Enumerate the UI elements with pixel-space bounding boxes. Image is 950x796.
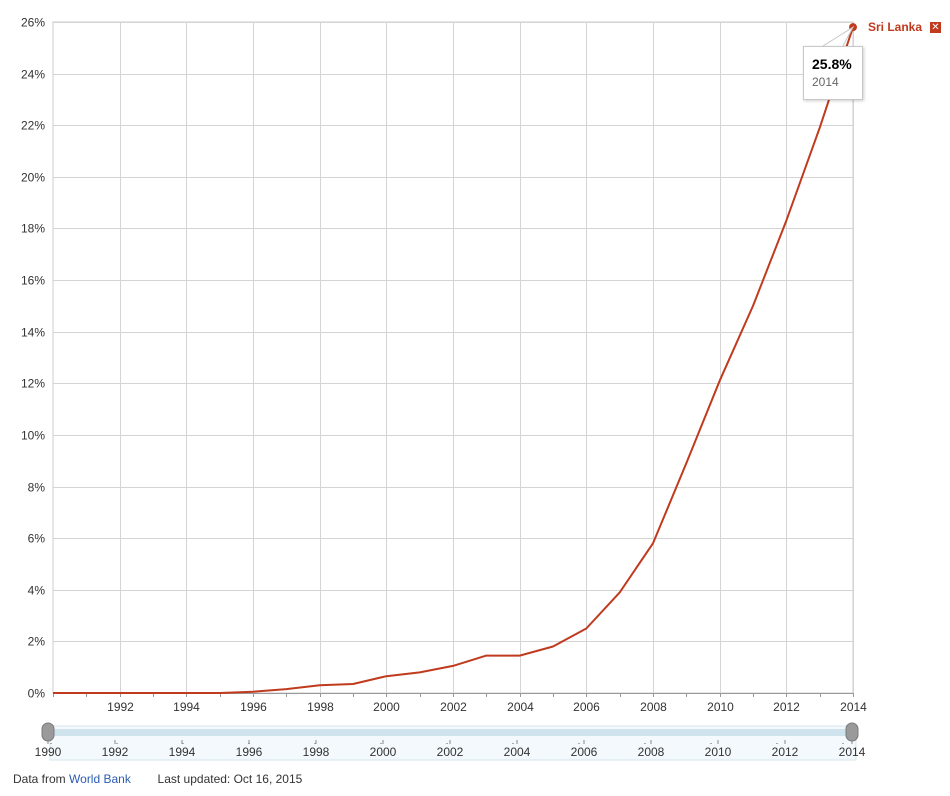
- y-tick-label: 22%: [21, 119, 45, 133]
- tooltip-year: 2014: [812, 75, 839, 89]
- x-axis: 1992 1994 1996 1998 2000 2002 2004 2006 2008 2010…: [53, 693, 867, 714]
- y-tick-label: 6%: [28, 532, 46, 546]
- x-tick-label: 2012: [773, 700, 800, 714]
- tooltip: 25.8% 2014: [803, 46, 863, 100]
- x-tick-label: 1992: [107, 700, 134, 714]
- world-bank-link[interactable]: World Bank: [69, 772, 131, 786]
- y-tick-label: 2%: [28, 635, 46, 649]
- x-tick-label: 2014: [840, 700, 867, 714]
- slider-label: 2004: [504, 745, 531, 759]
- y-tick-label: 18%: [21, 222, 45, 236]
- x-tick-label: 1996: [240, 700, 267, 714]
- footer: Data from World Bank Last updated: Oct 1…: [13, 772, 302, 786]
- series-line: [53, 26, 854, 694]
- slider-label: 2014: [839, 745, 866, 759]
- close-icon[interactable]: ✕: [930, 22, 941, 33]
- slider-label: 1992: [102, 745, 129, 759]
- x-tick-label: 2004: [507, 700, 534, 714]
- slider-label: 2000: [370, 745, 397, 759]
- slider-label: 1996: [236, 745, 263, 759]
- series-layer: [53, 23, 857, 694]
- slider-label: 2010: [705, 745, 732, 759]
- time-slider[interactable]: 1990 1992 1994 1996 1998 2000 2002 2004 2006 2008…: [35, 722, 866, 761]
- y-axis: 0% 2% 4% 6% 8% 10% 12% 14% 16% 18% 20% 22% 24% 26%: [21, 16, 45, 701]
- slider-label: 2002: [437, 745, 464, 759]
- slider-handle-right[interactable]: [845, 722, 859, 742]
- slider-range-bar: [50, 729, 856, 736]
- y-tick-label: 14%: [21, 326, 45, 340]
- x-tick-label: 2008: [640, 700, 667, 714]
- x-tick-label: 2002: [440, 700, 467, 714]
- y-tick-label: 20%: [21, 171, 45, 185]
- slider-label: 2012: [772, 745, 799, 759]
- y-tick-label: 8%: [28, 481, 46, 495]
- legend-label: Sri Lanka: [868, 20, 923, 34]
- y-tick-label: 16%: [21, 274, 45, 288]
- data-source-label: Data from: [13, 772, 66, 786]
- y-tick-label: 10%: [21, 429, 45, 443]
- x-tick-label: 1998: [307, 700, 334, 714]
- y-tick-label: 0%: [28, 687, 46, 701]
- grid-lines: [52, 21, 854, 694]
- slider-handle-left[interactable]: [41, 722, 55, 742]
- slider-label: 1998: [303, 745, 330, 759]
- y-tick-label: 24%: [21, 68, 45, 82]
- x-tick-label: 2010: [707, 700, 734, 714]
- legend-entry[interactable]: Sri Lanka: [868, 20, 922, 34]
- x-tick-label: 2006: [573, 700, 600, 714]
- x-tick-label: 2000: [373, 700, 400, 714]
- tooltip-value: 25.8%: [812, 56, 852, 72]
- y-tick-label: 26%: [21, 16, 45, 30]
- last-updated: Last updated: Oct 16, 2015: [157, 772, 303, 786]
- slider-label: 1994: [169, 745, 196, 759]
- y-tick-label: 12%: [21, 377, 45, 391]
- x-tick-label: 1994: [173, 700, 200, 714]
- slider-label: 2006: [571, 745, 598, 759]
- slider-label: 2008: [638, 745, 665, 759]
- tooltip-pointer: [822, 25, 855, 47]
- y-tick-label: 4%: [28, 584, 46, 598]
- slider-label: 1990: [35, 745, 62, 759]
